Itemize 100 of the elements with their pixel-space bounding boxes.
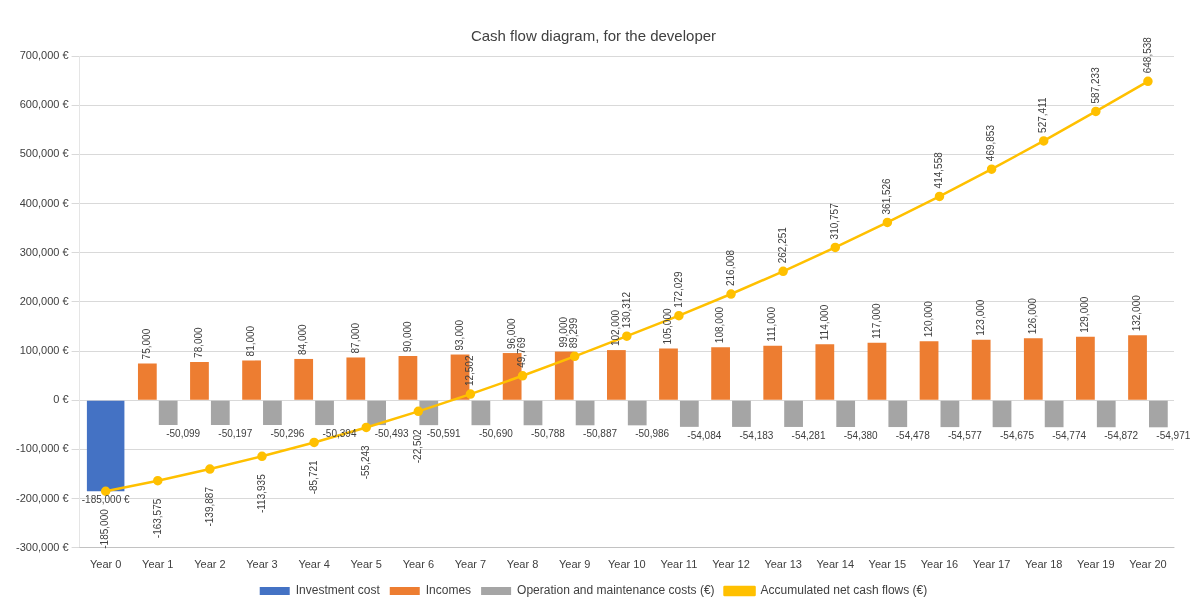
data-label: 108,000 bbox=[714, 306, 726, 344]
y-tick-label: 700,000 € bbox=[19, 49, 69, 62]
data-label: 105,000 bbox=[662, 308, 674, 345]
bar bbox=[659, 348, 678, 400]
bar bbox=[784, 400, 803, 427]
x-tick-label: Year 13 bbox=[764, 558, 802, 571]
data-label: 111,000 bbox=[766, 306, 778, 342]
data-label: -50,493 bbox=[374, 427, 410, 439]
bar bbox=[1148, 400, 1168, 428]
data-label: -185,000 € bbox=[81, 493, 130, 505]
data-label: 130,312 bbox=[620, 291, 632, 329]
x-tick-label: Year 2 bbox=[194, 558, 226, 571]
data-label: 527,411 bbox=[1037, 97, 1049, 133]
data-label: 90,000 bbox=[401, 320, 413, 352]
data-label: -55,243 bbox=[359, 445, 371, 480]
bar bbox=[210, 400, 230, 425]
x-tick-label: Year 3 bbox=[246, 558, 278, 571]
point bbox=[726, 289, 736, 299]
point bbox=[830, 242, 841, 253]
data-label: -163,575 bbox=[151, 498, 163, 539]
bar bbox=[471, 400, 491, 426]
x-tick-label: Year 20 bbox=[1129, 558, 1167, 571]
data-label: 12,502 bbox=[464, 355, 476, 387]
bar bbox=[867, 342, 887, 400]
point bbox=[309, 437, 319, 448]
point bbox=[1143, 76, 1153, 87]
x-tick-label: Year 14 bbox=[816, 558, 855, 571]
bar bbox=[346, 357, 366, 400]
data-label: -54,675 bbox=[1000, 429, 1035, 441]
bar bbox=[86, 400, 125, 492]
y-tick-label: 500,000 € bbox=[19, 147, 69, 160]
data-label: -113,935 bbox=[255, 473, 267, 514]
bar bbox=[919, 341, 939, 400]
bar bbox=[242, 360, 261, 400]
data-label: -22,502 bbox=[412, 428, 424, 464]
data-label: -54,478 bbox=[895, 429, 931, 441]
data-label: -54,084 bbox=[687, 429, 722, 441]
bar bbox=[263, 400, 282, 425]
data-label: -50,887 bbox=[583, 428, 618, 440]
x-tick-label: Year 7 bbox=[454, 558, 487, 571]
data-label: 310,757 bbox=[829, 202, 841, 240]
data-label: -50,197 bbox=[218, 427, 253, 439]
data-label: -139,887 bbox=[203, 486, 215, 527]
data-label: 123,000 bbox=[974, 299, 986, 336]
data-label: -50,296 bbox=[270, 427, 305, 439]
data-label: 78,000 bbox=[193, 326, 205, 358]
data-label: -185,000 bbox=[99, 508, 111, 549]
data-label: 132,000 bbox=[1131, 294, 1143, 332]
data-label: 89,299 bbox=[568, 317, 580, 349]
data-label: -54,380 bbox=[843, 429, 879, 441]
data-label: 102,000 bbox=[610, 309, 622, 347]
data-label: -50,099 bbox=[166, 427, 201, 439]
point bbox=[622, 331, 632, 341]
data-label: 587,233 bbox=[1089, 66, 1101, 104]
bar bbox=[1023, 338, 1043, 400]
x-tick-label: Year 11 bbox=[660, 558, 698, 571]
x-tick-label: Year 1 bbox=[142, 558, 174, 571]
y-tick-label: 400,000 € bbox=[19, 196, 69, 209]
point bbox=[1038, 136, 1049, 146]
point bbox=[1091, 106, 1101, 117]
data-label: 216,008 bbox=[724, 249, 736, 287]
y-tick-label: -300,000 € bbox=[15, 540, 69, 553]
bar bbox=[971, 339, 991, 400]
y-tick-label: 600,000 € bbox=[19, 98, 69, 111]
y-tick-label: 100,000 € bbox=[19, 344, 69, 357]
point bbox=[934, 191, 945, 202]
data-label: 414,558 bbox=[933, 151, 945, 189]
bar bbox=[627, 400, 647, 426]
x-tick-label: Year 18 bbox=[1024, 558, 1063, 571]
data-label: -85,721 bbox=[307, 459, 319, 495]
y-tick-label: -100,000 € bbox=[15, 442, 69, 455]
data-label: -54,872 bbox=[1104, 430, 1139, 441]
x-tick-label: Year 8 bbox=[506, 558, 539, 571]
bar bbox=[1044, 400, 1064, 428]
data-label: -54,577 bbox=[947, 429, 983, 441]
data-label: 81,000 bbox=[245, 325, 257, 357]
x-tick-label: Year 19 bbox=[1077, 558, 1115, 571]
y-tick-label: -200,000 € bbox=[15, 491, 69, 504]
legend-label: Operation and maintenance costs (€) bbox=[517, 583, 715, 598]
x-tick-label: Year 16 bbox=[920, 558, 959, 571]
data-label: 262,251 bbox=[776, 226, 788, 264]
bar bbox=[732, 400, 751, 427]
bar bbox=[1128, 335, 1147, 400]
point bbox=[517, 371, 528, 381]
x-tick-label: Year 9 bbox=[558, 558, 591, 571]
data-label: -54,183 bbox=[739, 429, 774, 441]
bar bbox=[1096, 400, 1116, 428]
data-label: -50,690 bbox=[478, 427, 514, 439]
point bbox=[100, 486, 111, 496]
data-label: -54,971 bbox=[1156, 430, 1191, 442]
point bbox=[569, 351, 580, 362]
bar bbox=[367, 400, 387, 426]
x-tick-label: Year 6 bbox=[402, 558, 435, 571]
data-label: 172,029 bbox=[672, 271, 684, 308]
bar bbox=[607, 350, 626, 400]
data-label: 99,000 bbox=[558, 316, 570, 348]
data-label: -54,281 bbox=[791, 429, 826, 441]
point bbox=[674, 310, 684, 321]
bar bbox=[1076, 336, 1095, 400]
bar bbox=[815, 344, 835, 400]
